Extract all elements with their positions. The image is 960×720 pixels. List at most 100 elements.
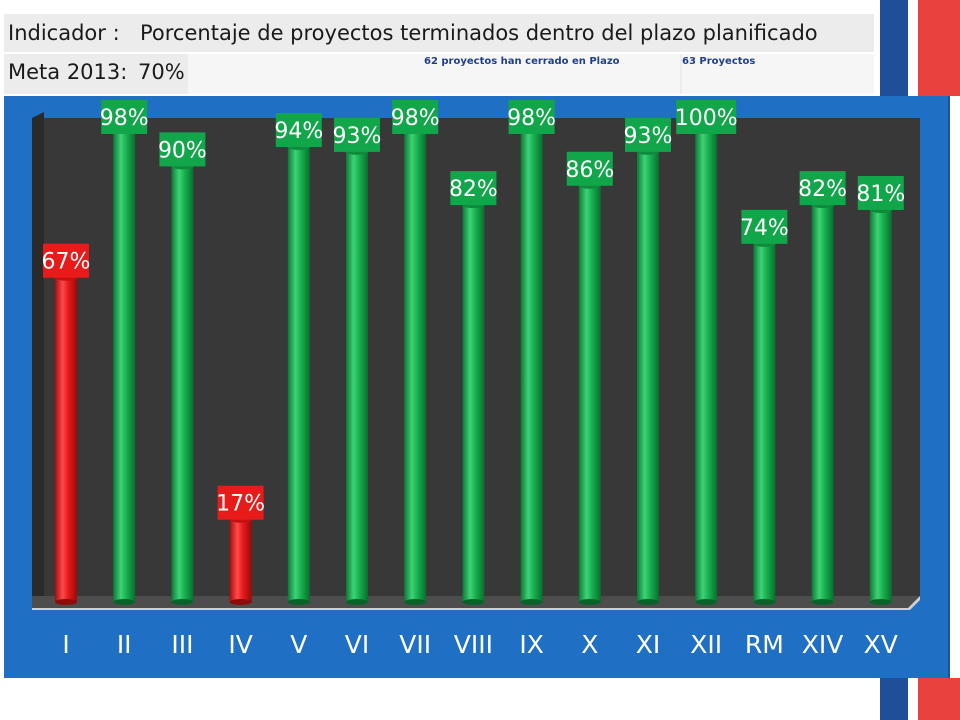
side-wall xyxy=(32,112,44,608)
category-label-VII: VII xyxy=(399,630,431,659)
bar-base xyxy=(578,599,601,605)
bar-base xyxy=(637,599,659,605)
data-label-text: 100% xyxy=(675,106,738,131)
bar-chart: 67%98%90%17%94% 93%98%82%98%86%93%100%74%… xyxy=(32,100,920,659)
bar-body xyxy=(462,205,485,602)
data-label-text: 98% xyxy=(391,106,440,131)
floor-edge xyxy=(32,596,920,610)
data-label-box xyxy=(741,209,788,244)
data-label-box xyxy=(334,117,380,152)
category-label-RM: RM xyxy=(745,630,784,659)
bar-base xyxy=(346,599,368,605)
data-label-box xyxy=(676,100,737,134)
bar-base xyxy=(404,599,427,605)
bar-base xyxy=(869,599,892,605)
chart-panel: 67% 98% 90% 17% 94% 93% 98% 82% 98% 86% 93% 100% 74%… xyxy=(4,96,948,678)
goal-value: 70% xyxy=(138,60,185,84)
data-label-III: 90% xyxy=(158,132,207,167)
data-label-text: 74% xyxy=(740,216,789,241)
bar-IX xyxy=(520,124,543,605)
data-label-IX: 98% xyxy=(507,100,556,134)
flag-stripe-red-top xyxy=(918,0,960,96)
category-label-XI: XI xyxy=(636,630,661,659)
bar-body xyxy=(695,118,718,602)
data-label-text: 17% xyxy=(216,492,265,517)
bar-base xyxy=(520,599,543,605)
bar-I xyxy=(55,274,77,605)
bar-body xyxy=(520,127,543,603)
bar-XII xyxy=(695,115,718,605)
bar-base xyxy=(753,599,776,605)
bar-XI xyxy=(637,148,659,605)
data-label-VII: 98% xyxy=(391,100,440,134)
data-label-VIII: 82% xyxy=(449,171,498,206)
bar-body xyxy=(113,127,136,603)
category-label-IV: IV xyxy=(228,630,252,659)
data-label-box xyxy=(857,175,904,210)
bar-III xyxy=(171,163,194,605)
data-label-IV: 17% xyxy=(216,485,265,520)
data-label-V: 94% xyxy=(274,113,323,148)
category-label-XV: XV xyxy=(864,630,898,659)
note-closed: 62 proyectos han cerrado en Plazo xyxy=(424,56,620,67)
indicator-row: Indicador : Porcentaje de proyectos term… xyxy=(4,14,874,54)
data-label-XII: 100% xyxy=(675,100,738,134)
category-label-IX: IX xyxy=(519,630,544,659)
data-label-II: 98% xyxy=(100,100,149,134)
indicator-value: Porcentaje de proyectos terminados dentr… xyxy=(140,21,818,45)
bar-body xyxy=(229,519,252,602)
note-total: 63 Proyectos xyxy=(682,56,756,67)
bar-body xyxy=(637,151,659,602)
bar-V xyxy=(287,144,310,605)
data-label-VI: 93% xyxy=(333,117,381,152)
bar-VI xyxy=(346,148,368,605)
category-label-I: I xyxy=(62,630,69,659)
data-label-box xyxy=(43,243,89,278)
data-label-box xyxy=(566,151,613,186)
category-label-III: III xyxy=(171,630,193,659)
data-label-box xyxy=(217,485,264,520)
data-label-text: 67% xyxy=(42,250,91,275)
bar-body xyxy=(404,127,427,603)
bar-IV xyxy=(229,516,252,605)
data-label-text: 94% xyxy=(274,119,323,144)
category-label-VI: VI xyxy=(345,630,369,659)
bar-RM xyxy=(753,240,776,605)
bar-body xyxy=(55,277,77,602)
bar-X xyxy=(578,182,601,605)
bar-base xyxy=(811,599,834,605)
bar-XIV xyxy=(811,202,834,605)
data-label-box xyxy=(450,171,497,206)
data-label-box xyxy=(101,100,148,134)
flag-stripe-red-bottom xyxy=(918,678,960,720)
bar-body xyxy=(578,185,601,602)
data-label-I: 67% xyxy=(42,243,91,278)
data-label-text: 82% xyxy=(449,177,498,202)
data-label-text: 98% xyxy=(507,106,556,131)
category-label-XII: XII xyxy=(690,630,722,659)
data-label-text: 90% xyxy=(158,138,207,163)
data-label-text: 82% xyxy=(798,177,847,202)
bar-body xyxy=(811,205,834,602)
data-label-XV: 81% xyxy=(856,175,905,210)
indicator-label: Indicador : xyxy=(8,21,120,45)
data-label-box xyxy=(508,100,555,134)
goal-row: Meta 2013: 70% 62 proyectos han cerrado … xyxy=(4,54,874,94)
bar-body xyxy=(287,147,310,602)
bar-base xyxy=(55,599,77,605)
bar-body xyxy=(171,166,194,602)
bar-base xyxy=(171,599,194,605)
data-label-box xyxy=(275,113,322,148)
data-label-text: 81% xyxy=(856,182,905,207)
bar-base xyxy=(462,599,485,605)
bar-base xyxy=(229,599,252,605)
data-label-XIV: 82% xyxy=(798,171,847,206)
bar-body xyxy=(869,209,892,602)
bar-body xyxy=(753,243,776,602)
data-label-text: 98% xyxy=(100,106,149,131)
indicator-header: Indicador : Porcentaje de proyectos term… xyxy=(4,14,874,94)
data-label-box xyxy=(799,171,846,206)
data-label-X: 86% xyxy=(565,151,614,186)
data-label-text: 93% xyxy=(624,124,673,149)
category-label-XIV: XIV xyxy=(802,630,844,659)
